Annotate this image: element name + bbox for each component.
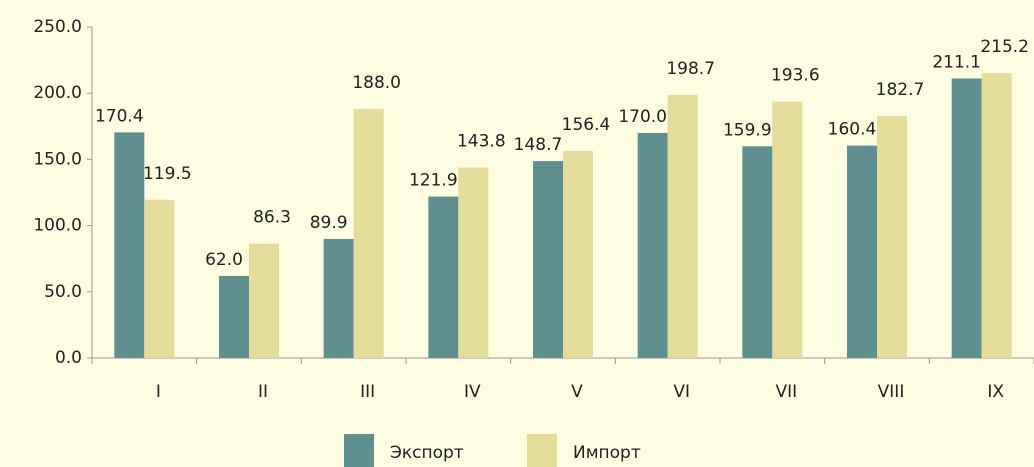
x-tick-label: VII xyxy=(775,382,797,402)
legend-swatch xyxy=(527,434,557,467)
legend-label: Экспорт xyxy=(390,443,464,463)
x-tick-label: IV xyxy=(464,382,481,402)
y-tick-label: 150.0 xyxy=(33,149,82,169)
legend-swatch xyxy=(344,434,374,467)
bar xyxy=(353,109,384,358)
bar xyxy=(458,167,489,358)
bar xyxy=(428,196,459,358)
x-tick-label: VIII xyxy=(878,382,905,402)
data-label: 198.7 xyxy=(666,59,715,79)
bar xyxy=(667,94,698,358)
x-tick-label: I xyxy=(156,382,161,402)
bar xyxy=(637,132,668,358)
data-label: 119.5 xyxy=(143,164,192,184)
y-tick-label: 200.0 xyxy=(33,83,82,103)
data-label: 193.6 xyxy=(771,66,820,86)
data-label: 188.0 xyxy=(352,73,401,93)
bar xyxy=(249,243,279,358)
bar xyxy=(323,238,354,358)
bar xyxy=(951,78,982,358)
data-label: 170.4 xyxy=(95,106,144,126)
data-label: 211.1 xyxy=(932,53,981,73)
data-label: 143.8 xyxy=(457,132,506,152)
bar xyxy=(847,145,877,358)
data-label: 159.9 xyxy=(723,120,772,140)
bar xyxy=(772,101,803,359)
data-label: 182.7 xyxy=(876,80,925,100)
x-tick-label: II xyxy=(258,382,268,402)
y-tick-label: 250.0 xyxy=(33,17,82,37)
y-tick-label: 50.0 xyxy=(44,282,82,302)
bar xyxy=(219,275,249,358)
data-label: 215.2 xyxy=(980,37,1029,57)
bar xyxy=(563,150,593,358)
bar xyxy=(114,132,145,358)
bar xyxy=(877,116,907,359)
bar xyxy=(742,146,773,358)
y-tick-label: 100.0 xyxy=(33,216,82,236)
data-label: 121.9 xyxy=(409,171,458,191)
data-label: 62.0 xyxy=(205,250,243,270)
bar xyxy=(981,73,1012,359)
x-tick-label: III xyxy=(360,382,375,402)
bar xyxy=(533,161,563,358)
x-tick-label: IX xyxy=(987,382,1004,402)
data-label: 156.4 xyxy=(562,115,611,135)
x-tick-label: VI xyxy=(673,382,690,402)
x-tick-label: V xyxy=(571,382,583,402)
y-tick-label: 0.0 xyxy=(55,348,82,368)
data-label: 86.3 xyxy=(253,208,291,228)
bar xyxy=(144,199,175,358)
data-label: 160.4 xyxy=(828,120,877,140)
legend-label: Импорт xyxy=(573,443,641,463)
data-label: 89.9 xyxy=(310,213,348,233)
data-label: 148.7 xyxy=(514,135,563,155)
data-label: 170.0 xyxy=(618,107,667,127)
